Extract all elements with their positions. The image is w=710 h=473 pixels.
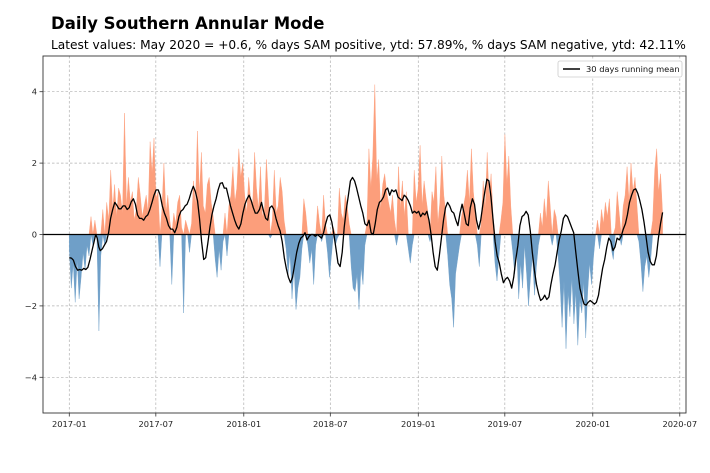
y-tick-label: −4: [25, 372, 37, 382]
y-tick-label: 2: [32, 158, 37, 168]
x-tick-label: 2017-07: [138, 419, 173, 429]
y-tick-label: 4: [32, 87, 37, 97]
legend-box: [557, 60, 683, 78]
chart-subtitle: Latest values: May 2020 = +0.6, % days S…: [51, 38, 686, 52]
x-tick-label: 2020-07: [662, 419, 697, 429]
legend-label: 30 days running mean: [586, 64, 680, 74]
x-axis: 2017-01 2017-07 2018-01 2018-07 2019-01 2019-…: [52, 413, 697, 429]
x-tick-label: 2018-07: [313, 419, 348, 429]
x-tick-label: 2019-07: [487, 419, 522, 429]
positive-area: [69, 84, 663, 235]
y-axis: −4 −2 0 2 4: [25, 87, 43, 382]
y-tick-label: 0: [32, 230, 37, 240]
y-tick-label: −2: [25, 301, 37, 311]
x-tick-label: 2018-01: [226, 419, 261, 429]
legend: 30 days running mean: [557, 60, 683, 78]
x-tick-label: 2017-01: [52, 419, 87, 429]
x-tick-label: 2019-01: [401, 419, 436, 429]
running-mean-line: [69, 176, 664, 306]
data-areas: [69, 84, 663, 349]
negative-area: [69, 233, 663, 349]
x-tick-label: 2020-01: [575, 419, 610, 429]
chart-title: Daily Southern Annular Mode: [51, 14, 325, 33]
